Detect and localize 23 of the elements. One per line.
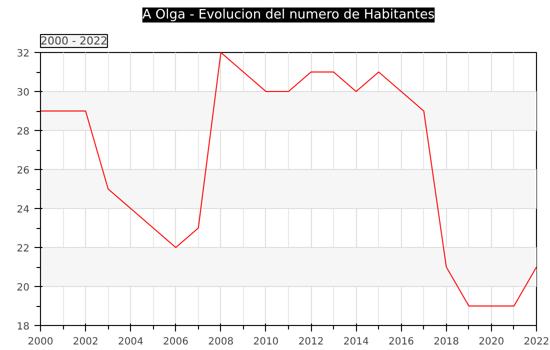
y-tick-label: 20 <box>16 282 30 294</box>
chart-title: A Olga - Evolucion del numero de Habitantes <box>142 8 435 22</box>
y-tick-label: 18 <box>16 322 30 332</box>
x-tick-label: 2020 <box>478 336 504 348</box>
line-series <box>40 52 536 306</box>
x-tick-label: 2014 <box>343 336 369 348</box>
x-tick-label: 2018 <box>434 336 460 348</box>
x-tick-label: 2000 <box>28 336 54 348</box>
x-tick-label: 2006 <box>163 336 188 348</box>
y-tick-label: 30 <box>16 88 30 98</box>
text: 2000 - 2022 <box>40 34 108 48</box>
y-tick-label: 26 <box>16 166 30 176</box>
y-tick-label: 22 <box>16 244 30 254</box>
x-tick-label: 2012 <box>298 336 324 348</box>
y-tick-label: 32 <box>16 48 30 60</box>
y-tick-label: 28 <box>16 126 30 138</box>
y-tick-label: 24 <box>16 204 30 216</box>
x-tick-label: 2016 <box>388 336 414 348</box>
x-tick-label: 2022 <box>524 336 550 348</box>
x-tick-label: 2004 <box>118 336 144 348</box>
x-tick-label: 2008 <box>208 336 234 348</box>
x-tick-label: 2002 <box>72 336 98 348</box>
x-tick-label: 2010 <box>253 336 279 348</box>
